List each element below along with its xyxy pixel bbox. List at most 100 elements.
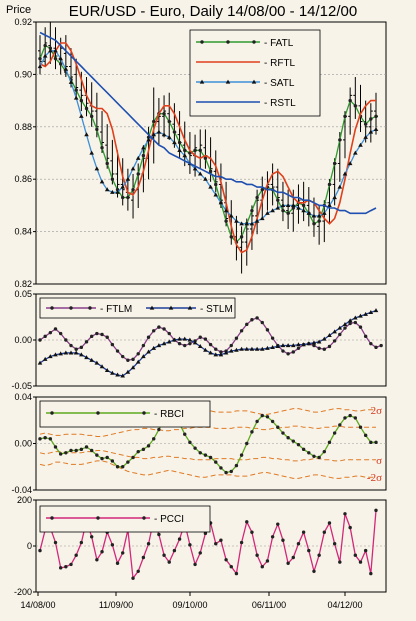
data-point: [89, 114, 94, 119]
data-point: [73, 95, 79, 100]
data-point: [353, 150, 358, 155]
data-point: [152, 329, 156, 333]
data-point: [307, 548, 311, 553]
data-point: [239, 540, 244, 545]
data-point: [197, 171, 203, 176]
sigma-label: -2σ: [367, 472, 382, 484]
data-point: [183, 343, 187, 348]
data-point: [84, 106, 89, 111]
y-tick-label: -0.04: [11, 485, 32, 495]
legend-label: - RSTL: [264, 98, 296, 109]
data-point: [203, 176, 208, 181]
x-tick-label: 04/12/00: [327, 600, 362, 610]
data-point: [177, 341, 182, 346]
data-point: [358, 142, 363, 147]
data-point: [131, 455, 135, 460]
data-point: [214, 542, 218, 546]
data-point: [291, 350, 295, 354]
data-point: [342, 171, 348, 176]
data-point: [373, 308, 379, 313]
data-point: [203, 347, 208, 352]
data-point: [337, 325, 343, 330]
data-point: [296, 542, 301, 546]
legend-marker: [149, 305, 155, 310]
data-point: [296, 205, 301, 210]
series-rstl: [39, 31, 377, 215]
legend-marker: [200, 40, 204, 44]
data-point: [260, 187, 264, 192]
data-point: [89, 150, 94, 155]
x-tick-label: 11/09/00: [99, 600, 133, 610]
y-tick-label: -0.05: [11, 381, 32, 391]
data-point: [38, 548, 42, 553]
data-point: [172, 337, 177, 342]
data-point: [135, 359, 141, 364]
data-point: [53, 352, 58, 357]
panel-price: 0.82 0.84 0.86 0.88 0.90 0.92 - FATL - RFTL - SA…: [14, 17, 387, 289]
data-point: [234, 463, 239, 468]
data-point: [254, 346, 260, 351]
legend-marker: [142, 411, 146, 415]
data-point: [245, 441, 249, 446]
data-point: [94, 360, 100, 365]
data-point: [343, 512, 347, 516]
data-point: [259, 346, 265, 351]
data-point: [229, 565, 233, 569]
data-point: [126, 195, 130, 200]
legend-marker: [251, 79, 257, 84]
data-point: [141, 343, 146, 348]
data-point: [265, 328, 270, 332]
data-point: [53, 540, 58, 545]
data-point: [214, 182, 218, 187]
data-point: [131, 576, 135, 580]
data-point: [121, 195, 125, 200]
data-point: [135, 155, 141, 160]
series-ftlm: [38, 316, 383, 362]
data-point: [374, 345, 378, 350]
data-point: [353, 104, 358, 108]
data-point: [369, 117, 373, 121]
data-point: [363, 122, 368, 126]
data-point: [316, 213, 322, 218]
data-point: [280, 203, 286, 207]
data-point: [369, 341, 373, 346]
data-point: [95, 331, 99, 336]
data-point: [68, 79, 74, 84]
legend-label: - STLM: [200, 304, 233, 315]
data-point: [136, 449, 140, 454]
data-point: [265, 345, 270, 350]
data-point: [229, 235, 233, 239]
data-point: [280, 343, 286, 348]
data-point: [162, 553, 166, 557]
legend: - FATL - RFTL - SATL - RSTL: [189, 29, 321, 117]
data-point: [89, 357, 94, 362]
data-point: [301, 342, 306, 347]
data-point: [99, 179, 105, 184]
data-point: [317, 346, 321, 350]
y-tick-label: 0.90: [14, 69, 32, 79]
data-point: [363, 433, 368, 438]
data-point: [327, 344, 332, 349]
data-point: [74, 347, 78, 351]
data-point: [104, 367, 110, 372]
data-point: [374, 114, 378, 119]
data-point: [312, 569, 316, 573]
data-point: [234, 571, 239, 576]
data-point: [104, 187, 110, 192]
data-point: [342, 321, 348, 326]
data-point: [322, 336, 327, 341]
data-point: [161, 132, 167, 137]
data-point: [48, 437, 53, 441]
data-point: [276, 198, 280, 202]
data-point: [316, 339, 322, 344]
y-tick-label: 0: [27, 541, 32, 551]
data-point: [188, 440, 192, 445]
data-point: [69, 562, 73, 567]
data-point: [166, 339, 172, 344]
data-point: [358, 425, 363, 429]
data-point: [379, 343, 383, 348]
data-point: [64, 451, 68, 455]
data-point: [89, 334, 94, 339]
data-point: [38, 338, 42, 342]
data-point: [281, 431, 285, 435]
